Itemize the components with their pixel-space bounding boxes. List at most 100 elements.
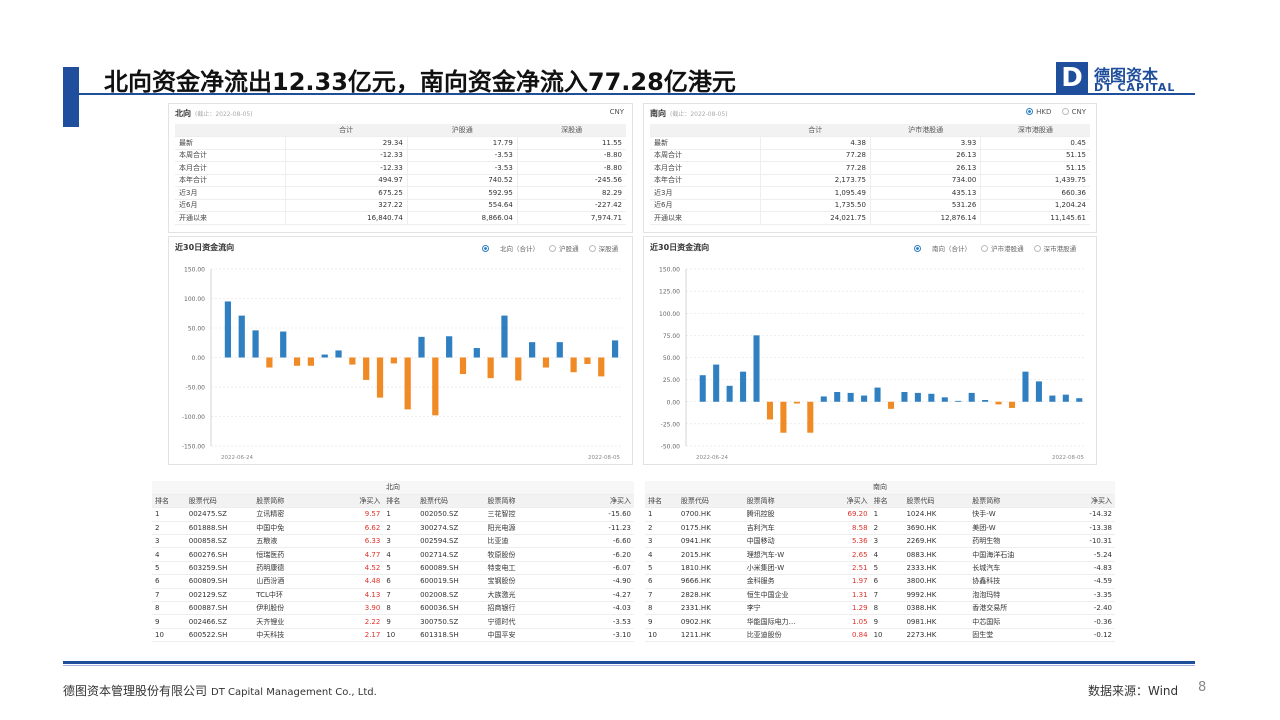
net-sell-value: -6.20 [580,547,634,562]
chart-bar [307,357,314,366]
rank-cell: 药明康德 [253,561,340,576]
south-chart-legend[interactable]: 南向（合计） 沪市港股通 深市港股通 [906,243,1076,253]
net-sell-value: -3.53 [580,614,634,629]
logo-en: DT CAPITAL [1094,81,1176,94]
south-bar-chart: 150.00 125.00 100.00 75.00 50.00 25.00 0.00 -25… [659,267,1086,461]
radio-cny-icon[interactable] [1061,108,1069,115]
table-row: 6 600809.SH 山西汾酒 4.48 6 600019.SH 宝钢股份 -4.90 [152,574,634,589]
rank-col-header: 排名 [870,494,904,509]
rank-caption: 南向 [645,481,1115,495]
rank-cell: 2273.HK [903,628,970,643]
legend-radio-icon[interactable] [981,245,989,252]
rank-cell: 8 [383,601,418,616]
rank-cell: 腾讯控股 [743,507,829,522]
rank-cell: 3 [870,534,904,549]
y-tick-label: 0.00 [192,355,206,362]
rank-cell: 0902.HK [677,614,744,629]
legend-radio-icon[interactable] [914,245,921,252]
legend-radio-icon[interactable] [482,245,489,252]
north-chart-legend[interactable]: 北向（合计） 沪股通 深股通 [474,243,618,253]
net-buy-value: 2.22 [339,614,384,629]
legend-radio-icon[interactable] [588,245,596,252]
table-row: 5 603259.SH 药明康德 4.52 5 600089.SH 特变电工 -6.07 [152,561,634,576]
rank-cell: 中国海洋石油 [969,547,1064,562]
chart-bar [349,357,356,365]
net-buy-value: 69.20 [828,507,871,522]
chart-bar [224,301,232,358]
chart-bar [1035,381,1042,402]
legend-radio-icon[interactable] [549,245,557,252]
rank-cell: 2 [645,521,678,536]
net-sell-value: -4.27 [580,588,634,603]
rank-cell: 伊利股份 [253,601,340,616]
rank-cell: 3 [645,534,678,549]
rank-cell: 6 [645,574,678,589]
rank-cell: 吉利汽车 [743,521,829,536]
summary-label: 本年合计 [175,174,285,187]
rank-cell: 8 [870,601,904,616]
net-buy-value: 1.29 [828,601,871,616]
rank-header-row: 排名 股票代码 股票简称 净买入 排名 股票代码 股票简称 净买入 [152,494,634,509]
rank-cell: 9 [152,614,186,629]
chart-bar [432,357,439,416]
rank-cell: 4 [152,547,186,562]
net-buy-value: 1.05 [828,614,871,629]
rank-cell: 7 [870,588,904,603]
radio-hkd-icon[interactable] [1026,108,1034,115]
rank-cell: 600809.SH [185,574,254,589]
net-sell-value: -13.38 [1063,521,1115,536]
rank-cell: 1 [870,507,904,522]
y-tick-label: -50.00 [186,385,206,392]
summary-value: -227.42 [516,199,626,212]
rank-col-header: 排名 [152,494,186,509]
y-tick-label: 125.00 [659,289,680,296]
chart-bar [861,395,868,402]
summary-row: 近6月 1,735.50 531.26 1,204.24 [650,199,1090,212]
y-tick-label: 100.00 [184,296,205,303]
chart-bar [529,342,536,358]
rank-cell: 泡泡玛特 [969,588,1064,603]
y-tick-label: 150.00 [659,267,680,274]
chart-bar [968,392,975,402]
chart-bar [556,342,563,358]
y-tick-label: 50.00 [188,326,205,333]
chart-bar [390,357,397,364]
rank-cell: 8 [645,601,678,616]
rank-cell: 大族激光 [484,588,581,603]
rank-cell: 4 [870,547,904,562]
net-buy-value: 3.90 [339,601,384,616]
rank-cell: 9 [645,614,678,629]
footer-source: 数据来源：Wind [1088,684,1179,698]
north-chart-title: 近30日资金流向 [175,243,235,252]
chart-bar [874,387,881,402]
rank-cell: 香港交易所 [969,601,1064,616]
rank-cell: 宁德时代 [484,614,581,629]
summary-row: 本周合计 -12.33 -3.53 -8.80 [175,149,626,162]
rank-cell: 山西汾酒 [253,574,340,589]
rank-caption: 北向 [152,481,634,495]
south-summary-header: 南向 (截止：2022-08-05) [650,109,728,118]
table-row: 10 1211.HK 比亚迪股份 0.84 10 2273.HK 固生堂 -0.12 [645,628,1115,643]
summary-value: 77.28 [759,161,871,175]
y-tick-label: 0.00 [667,399,681,406]
summary-value: 24,021.75 [759,211,871,225]
rank-cell: TCL中环 [253,588,340,603]
rank-cell: 招商银行 [484,601,581,616]
chart-bar [834,392,841,402]
summary-row: 近3月 675.25 592.95 82.29 [175,186,626,200]
rank-cell: 9 [870,614,904,629]
rank-cell: 三花智控 [484,507,581,522]
logo-mark-icon: D [1056,62,1088,94]
rank-caption-row: 北向 [152,481,634,495]
net-sell-value: -15.60 [580,507,634,522]
legend-radio-icon[interactable] [1033,245,1041,252]
footer-rule-thin [63,665,1195,666]
summary-col-header: 沪市港股通 [870,124,981,137]
summary-row: 开通以来 24,021.75 12,876.14 11,145.61 [650,211,1090,225]
south-currency-toggle[interactable]: HKD CNY [1026,108,1086,116]
rank-cell: 6 [870,574,904,589]
chart-bar [726,385,733,402]
table-row: 5 1810.HK 小米集团-W 2.51 5 2333.HK 长城汽车 -4.83 [645,561,1115,576]
summary-value: 734.00 [869,174,981,187]
summary-header-row: 合计 沪股通 深股通 [175,124,626,137]
